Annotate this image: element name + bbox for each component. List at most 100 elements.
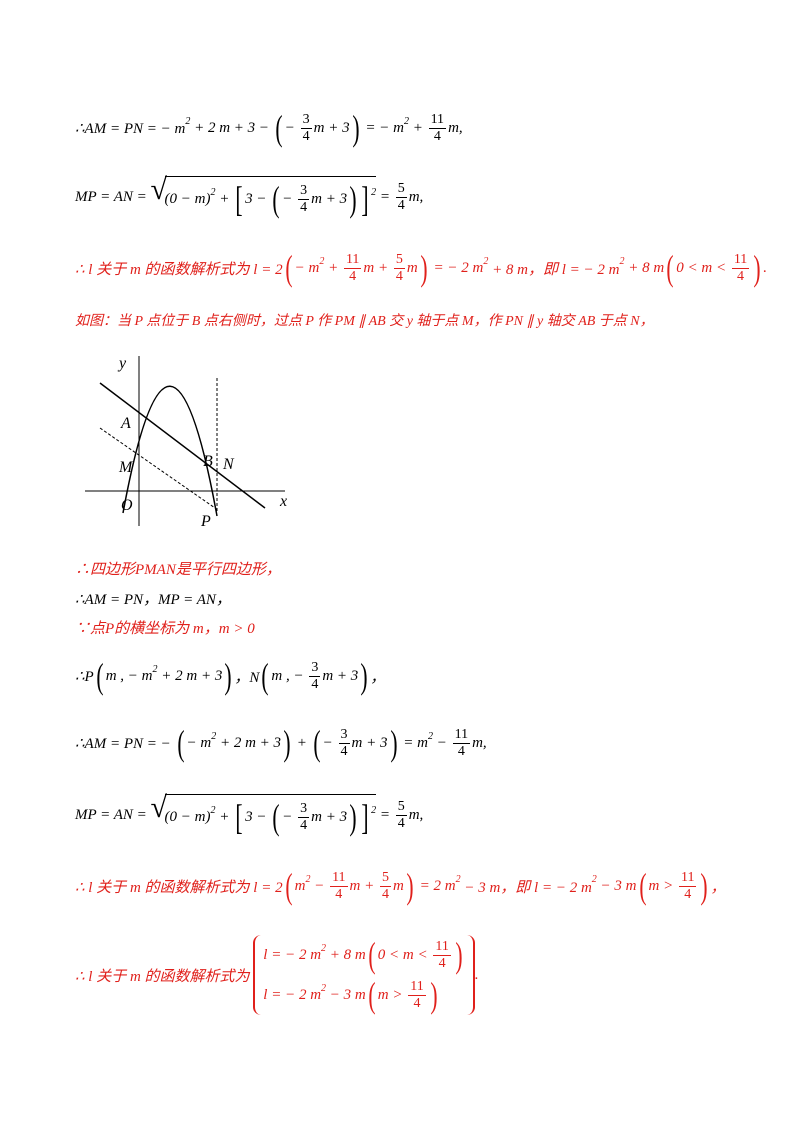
text: 0 < m <	[377, 946, 432, 963]
text: m,	[472, 734, 487, 751]
denominator: 4	[340, 743, 348, 759]
text: 如图：当 P 点位于 B 点右侧时，过点 P 作 PM ∥ AB 交 y 轴于点…	[75, 314, 654, 329]
text: = − 2 m	[429, 259, 484, 276]
text: ∴ l 关于 m 的函数解析式为 l = 2	[75, 879, 283, 896]
denominator: 4	[300, 817, 308, 833]
delimiter: )	[283, 723, 291, 763]
text: ∴四边形PMAN是平行四边形，	[75, 562, 281, 578]
text: m,	[448, 119, 463, 136]
text: m + 3	[313, 119, 350, 136]
parabola	[122, 385, 218, 517]
delimiter: )	[406, 866, 414, 906]
text: .	[474, 966, 479, 983]
denominator: 4	[300, 199, 308, 215]
denominator: 4	[311, 676, 319, 692]
superscript: 2	[210, 804, 216, 816]
text: ∴AM = PN = − m	[75, 120, 186, 137]
fraction: 11 4	[731, 252, 750, 285]
superscript: 2	[211, 730, 217, 742]
text: m + 3	[311, 190, 348, 207]
text: m >	[377, 986, 407, 1003]
text: ∴ l 关于 m 的函数解析式为	[75, 968, 254, 985]
text: ，N	[234, 669, 260, 686]
line: 如图：当 P 点位于 B 点右侧时，过点 P 作 PM ∥ AB 交 y 轴于点…	[75, 310, 654, 330]
radical: (0 − m)2 + [3 − (− 34m + 3)]2	[151, 791, 377, 837]
delimiter: ]	[361, 797, 369, 837]
text: ∴AM = PN = −	[75, 735, 175, 752]
text: − 3 m	[326, 986, 366, 1003]
text: 3 −	[245, 808, 271, 825]
label: x	[279, 493, 287, 510]
denominator: 4	[457, 743, 465, 759]
text: − m	[294, 259, 320, 276]
text: +	[215, 808, 234, 825]
fraction: 11 4	[452, 726, 471, 760]
delimiter: (	[313, 723, 321, 763]
superscript: 2	[371, 804, 377, 816]
text: +	[293, 734, 311, 751]
text: −	[432, 734, 451, 751]
text: (0 − m)	[164, 808, 211, 825]
radical: (0 − m)2 + [3 − (− 34m + 3)]2	[151, 173, 377, 219]
delimiter: (	[261, 656, 269, 696]
delimiter: (	[368, 935, 376, 975]
numerator: 11	[678, 869, 697, 887]
delimiter: )	[349, 179, 357, 219]
text: MP = AN =	[75, 807, 151, 823]
delimiter: (	[666, 248, 674, 288]
text: + 8 m	[326, 946, 366, 963]
delimiter: (	[275, 108, 283, 148]
delimiter: ]	[361, 179, 369, 219]
fraction: 11 4	[343, 252, 362, 285]
text: m >	[648, 877, 677, 894]
text: l = − 2 m	[263, 946, 322, 963]
superscript: 2	[185, 115, 191, 127]
text: ，	[370, 669, 386, 686]
label: N	[222, 456, 235, 473]
text: = 2 m	[415, 877, 456, 894]
numerator: 3	[300, 111, 312, 129]
superscript: 2	[152, 663, 158, 675]
text: ∵点P的横坐标为 m，m > 0	[75, 621, 255, 637]
text: −	[282, 190, 297, 207]
denominator: 4	[413, 995, 421, 1011]
denominator: 4	[382, 886, 390, 902]
denominator: 4	[433, 128, 441, 144]
delimiter: [	[235, 797, 243, 837]
text: =	[376, 807, 394, 823]
line: ∵点P的横坐标为 m，m > 0	[75, 617, 255, 638]
text: m	[406, 259, 418, 276]
numerator: 5	[395, 799, 407, 816]
denominator: 4	[395, 268, 403, 284]
text: m +	[349, 877, 379, 894]
numerator: 3	[309, 659, 321, 677]
text: m,	[408, 189, 424, 205]
text: + 2 m + 3	[216, 734, 282, 751]
numerator: 11	[428, 111, 447, 129]
denominator: 4	[737, 268, 745, 284]
superscript: 2	[591, 873, 597, 885]
text: −	[282, 808, 297, 825]
delimiter: )	[352, 108, 360, 148]
superscript: 2	[403, 115, 409, 127]
numerator: 11	[452, 726, 471, 744]
delimiter: )	[420, 248, 428, 288]
numerator: 5	[393, 251, 405, 269]
superscript: 2	[321, 942, 327, 954]
superscript: 2	[210, 186, 216, 198]
text: + 2 m + 3 −	[190, 119, 273, 136]
numerator: 3	[298, 182, 310, 200]
text: ∴P	[75, 668, 94, 685]
superscript: 2	[371, 186, 377, 198]
line: MP = AN = (0 − m)2 + [3 − (− 34m + 3)]2 …	[75, 173, 424, 219]
fraction: 11 4	[330, 870, 348, 903]
denominator: 4	[397, 816, 405, 831]
